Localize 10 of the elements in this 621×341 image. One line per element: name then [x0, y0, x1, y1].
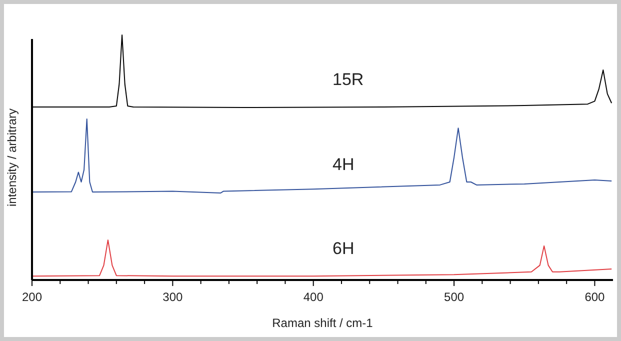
x-axis-title: Raman shift / cm-1	[272, 316, 374, 330]
x-tick-label: 600	[584, 290, 606, 304]
y-axis-title: intensity / arbitrary	[5, 108, 19, 207]
series-label: 15R	[332, 70, 364, 90]
x-tick-label: 300	[162, 290, 184, 304]
x-tick-label: 200	[22, 290, 42, 304]
x-tick-label: 400	[303, 290, 324, 304]
series-label: 6H	[332, 239, 354, 258]
x-tick-label: 500	[444, 290, 464, 304]
series-label: 4H	[332, 155, 354, 174]
